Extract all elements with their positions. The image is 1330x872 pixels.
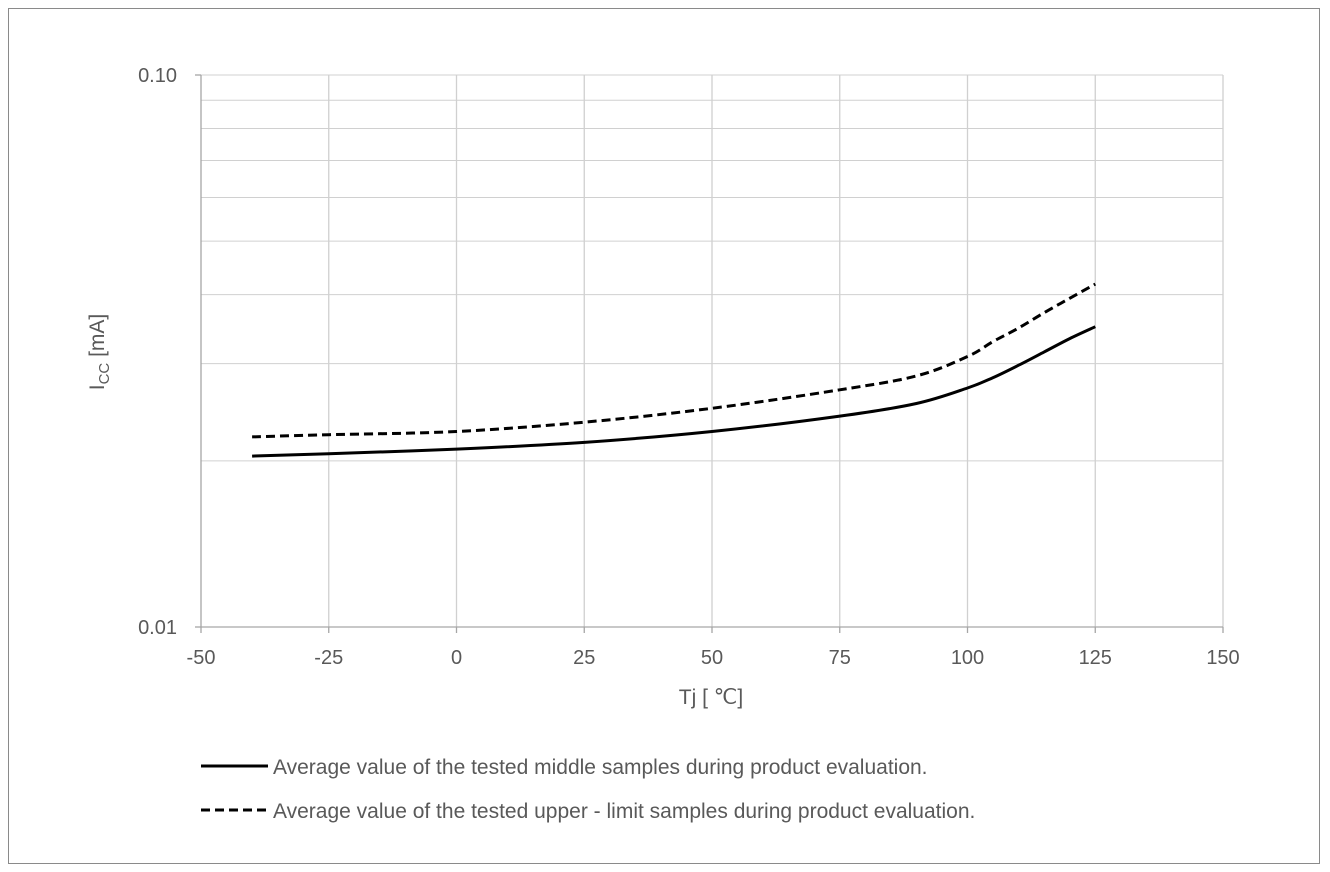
y-tick-label: 0.01 [138,617,177,639]
series-line-upper [252,282,1097,439]
grid [201,74,1224,627]
x-tick-label: 0 [451,647,462,669]
x-tick-label: -25 [314,647,343,669]
tick-labels: -50 -25 0 25 50 75 100 125 150 0.01 0.10 [138,65,1240,669]
y-axis-title: ICC [mA] [86,314,113,391]
x-tick-label: 75 [829,647,851,669]
x-tick-label: -50 [187,647,216,669]
axes [195,74,1224,633]
y-axis-title-sub: CC [96,363,113,385]
series-lines [252,282,1097,458]
x-tick-label: 125 [1079,647,1112,669]
x-tick-label: 150 [1206,647,1239,669]
legend-label-middle: Average value of the tested middle sampl… [273,756,928,779]
x-tick-label: 25 [573,647,595,669]
y-axis-title-unit: [mA] [86,314,109,363]
y-tick-label: 0.10 [138,65,177,87]
x-tick-label: 50 [701,647,723,669]
y-axis-title-main: I [86,384,109,390]
legend-label-upper: Average value of the tested upper - limi… [273,800,975,823]
legend: Average value of the tested middle sampl… [201,756,975,823]
x-axis-title: Tj [ ℃] [679,686,743,709]
series-line-middle [252,325,1096,458]
x-tick-label: 100 [951,647,984,669]
